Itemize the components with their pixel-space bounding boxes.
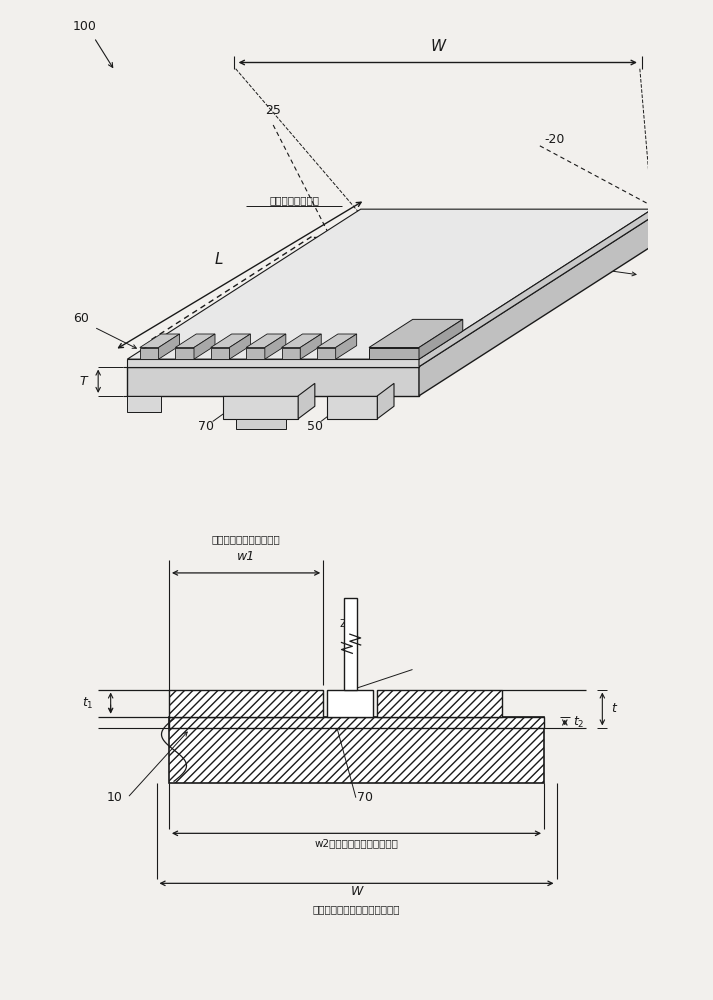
- Polygon shape: [128, 367, 419, 396]
- Polygon shape: [327, 396, 377, 419]
- Text: 10: 10: [107, 791, 123, 804]
- Text: 10: 10: [544, 245, 560, 258]
- Text: W: W: [430, 39, 446, 54]
- Polygon shape: [236, 419, 286, 429]
- Polygon shape: [140, 348, 158, 359]
- Polygon shape: [140, 334, 180, 348]
- Text: 60: 60: [173, 695, 190, 708]
- Text: 60: 60: [73, 312, 89, 325]
- Polygon shape: [317, 348, 336, 359]
- Text: $t_1$: $t_1$: [82, 696, 93, 711]
- Polygon shape: [369, 348, 419, 359]
- Text: 100: 100: [73, 20, 97, 33]
- Polygon shape: [377, 690, 503, 717]
- Polygon shape: [169, 717, 544, 783]
- Text: L: L: [215, 252, 223, 267]
- Polygon shape: [298, 383, 315, 419]
- Polygon shape: [377, 383, 394, 419]
- Polygon shape: [158, 334, 180, 359]
- Polygon shape: [128, 209, 652, 359]
- Polygon shape: [419, 319, 463, 359]
- Polygon shape: [317, 334, 356, 348]
- Polygon shape: [327, 690, 373, 717]
- Polygon shape: [344, 598, 356, 690]
- Polygon shape: [336, 334, 356, 359]
- Polygon shape: [246, 348, 265, 359]
- Polygon shape: [419, 217, 652, 396]
- Text: 50: 50: [307, 420, 322, 433]
- Polygon shape: [175, 348, 194, 359]
- Polygon shape: [282, 348, 300, 359]
- Text: Z: Z: [339, 619, 347, 629]
- Polygon shape: [169, 690, 323, 717]
- Text: 70: 70: [198, 420, 214, 433]
- Text: T: T: [80, 375, 88, 388]
- Polygon shape: [282, 334, 322, 348]
- Polygon shape: [369, 319, 463, 348]
- Polygon shape: [223, 396, 298, 419]
- Polygon shape: [265, 334, 286, 359]
- Text: -20: -20: [544, 133, 565, 146]
- Polygon shape: [246, 334, 286, 348]
- Text: 50  60: 50 60: [419, 695, 459, 708]
- Polygon shape: [419, 209, 652, 367]
- Polygon shape: [210, 348, 230, 359]
- Text: w1: w1: [237, 550, 255, 562]
- Text: （第１电极的宽度尺寸）: （第１电极的宽度尺寸）: [212, 534, 280, 544]
- Text: 25: 25: [265, 104, 281, 117]
- Text: $t_2$: $t_2$: [573, 715, 585, 730]
- Text: 70: 70: [356, 791, 373, 804]
- Text: （电极依赖电阻层的宽度尺寸）: （电极依赖电阻层的宽度尺寸）: [313, 905, 400, 915]
- Polygon shape: [175, 334, 215, 348]
- Text: Z: Z: [351, 619, 358, 629]
- Polygon shape: [128, 359, 419, 367]
- Text: W: W: [350, 885, 363, 898]
- Text: w2（第２电极的宽度尺寸）: w2（第２电极的宽度尺寸）: [314, 838, 399, 848]
- Polygon shape: [169, 717, 544, 728]
- Polygon shape: [210, 334, 250, 348]
- Polygon shape: [128, 396, 160, 412]
- Polygon shape: [194, 334, 215, 359]
- Polygon shape: [128, 217, 652, 367]
- Text: 发光元件装配区域: 发光元件装配区域: [269, 195, 319, 205]
- Text: $t$: $t$: [610, 702, 618, 715]
- Polygon shape: [300, 334, 322, 359]
- Polygon shape: [230, 334, 250, 359]
